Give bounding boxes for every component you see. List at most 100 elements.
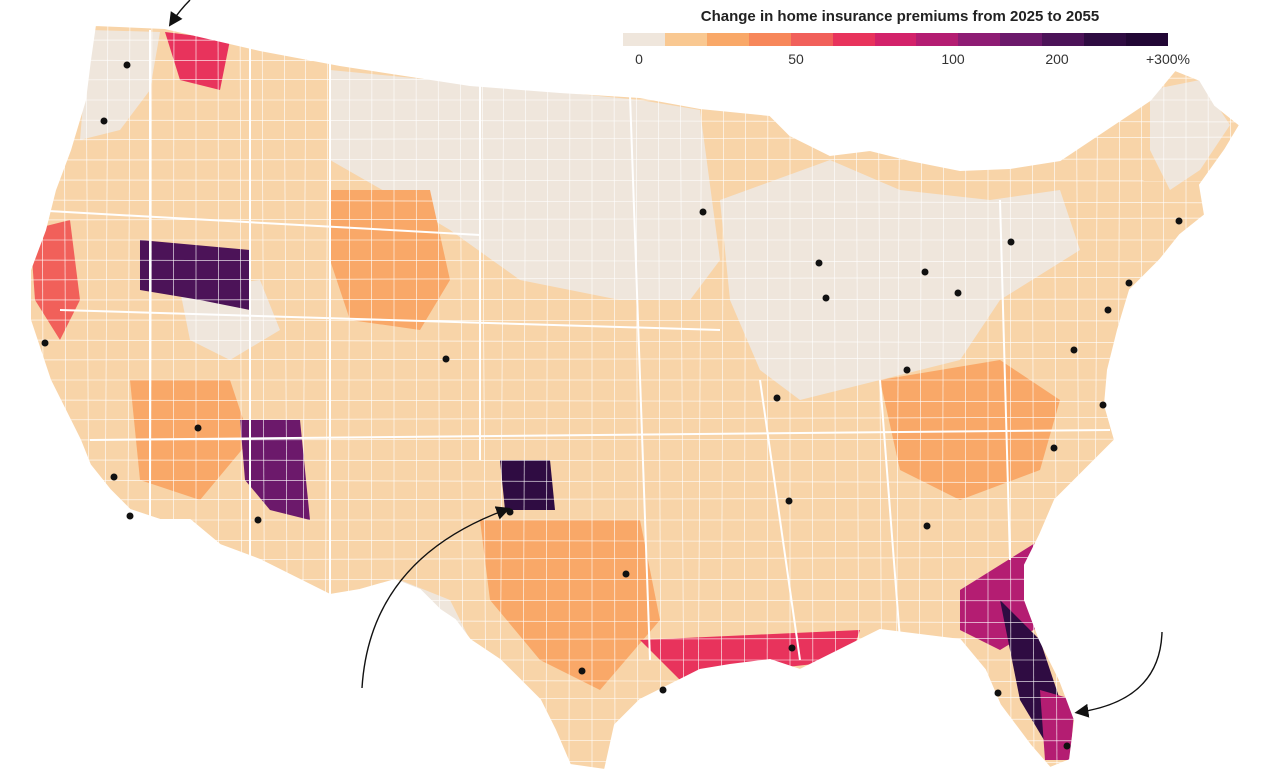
city-dot bbox=[773, 394, 781, 402]
city-dot bbox=[1104, 306, 1112, 314]
city-dot bbox=[578, 667, 586, 675]
county-line bbox=[522, 25, 527, 770]
county-line bbox=[499, 25, 505, 770]
arrow-florida bbox=[1074, 631, 1163, 718]
legend-swatch bbox=[790, 33, 833, 46]
city-dot bbox=[785, 497, 793, 505]
county-line bbox=[1229, 25, 1233, 770]
county-line bbox=[657, 25, 662, 770]
county-group-appalachia bbox=[880, 360, 1060, 500]
county-line bbox=[545, 25, 549, 770]
city-dot bbox=[622, 570, 630, 578]
legend-swatch bbox=[832, 33, 875, 46]
city-dot bbox=[1125, 279, 1133, 287]
county-line bbox=[1116, 25, 1121, 770]
county-line bbox=[41, 25, 45, 770]
county-group-gulf-coast bbox=[640, 630, 860, 680]
city-dot bbox=[1050, 444, 1058, 452]
county-line bbox=[30, 179, 1240, 182]
city-dot bbox=[923, 522, 931, 530]
county-line bbox=[568, 25, 571, 770]
county-group-great-basin-hot bbox=[140, 240, 250, 310]
county-line bbox=[30, 497, 1240, 501]
city-markers bbox=[41, 61, 1183, 750]
legend-tick-0: 0 bbox=[635, 51, 643, 67]
city-dot bbox=[194, 424, 202, 432]
county-line bbox=[30, 259, 1240, 263]
county-line bbox=[697, 25, 703, 770]
legend-swatch bbox=[623, 33, 665, 46]
county-line bbox=[30, 459, 1240, 462]
legend-tick-300: +300% bbox=[1146, 51, 1190, 67]
city-dot bbox=[1007, 238, 1015, 246]
city-dot bbox=[659, 686, 667, 694]
legend-tick-200: 200 bbox=[1045, 51, 1069, 67]
legend-swatch bbox=[748, 33, 791, 46]
legend-tick-100: 100 bbox=[941, 51, 965, 67]
city-dot bbox=[788, 644, 796, 652]
county-line bbox=[30, 416, 1240, 421]
county-group-new-england bbox=[1150, 80, 1230, 190]
county-group-northern-rockies bbox=[165, 32, 230, 90]
legend-tick-50: 50 bbox=[788, 51, 804, 67]
county-line bbox=[635, 25, 639, 770]
state-boundaries bbox=[30, 30, 1111, 661]
legend-swatch bbox=[916, 33, 959, 46]
city-dot bbox=[123, 61, 131, 69]
county-line bbox=[679, 25, 685, 770]
county-line bbox=[30, 339, 1240, 344]
county-line bbox=[30, 298, 1240, 301]
legend-swatch bbox=[958, 33, 1001, 46]
city-dot bbox=[254, 516, 262, 524]
legend-swatch bbox=[1000, 33, 1043, 46]
county-line bbox=[30, 199, 1240, 204]
county-group-pacific-northwest bbox=[80, 30, 160, 140]
county-line bbox=[30, 276, 1240, 281]
county-line bbox=[30, 479, 1240, 484]
city-dot bbox=[41, 339, 49, 347]
county-line bbox=[30, 438, 1240, 441]
city-dot bbox=[100, 117, 108, 125]
county-line bbox=[30, 759, 1240, 764]
city-dot bbox=[442, 355, 450, 363]
legend-swatch bbox=[664, 33, 707, 46]
annotation-arrows bbox=[168, 0, 1163, 718]
county-line bbox=[30, 357, 1240, 361]
legend-swatch bbox=[1084, 33, 1127, 46]
legend-title: Change in home insurance premiums from 2… bbox=[700, 8, 1100, 25]
county-line bbox=[720, 25, 725, 770]
city-dot bbox=[506, 508, 514, 516]
legend-swatch bbox=[874, 33, 917, 46]
county-line bbox=[1252, 0, 1255, 773]
legend-swatch bbox=[1042, 33, 1085, 46]
city-dot bbox=[994, 689, 1002, 697]
county-group-oklahoma-panhandle bbox=[500, 460, 555, 510]
county-line bbox=[766, 25, 769, 770]
city-dot bbox=[699, 208, 707, 216]
arrow-pacific-northwest bbox=[168, 0, 191, 27]
city-dot bbox=[126, 512, 134, 520]
county-line bbox=[613, 25, 616, 770]
city-dot bbox=[815, 259, 823, 267]
county-line bbox=[30, 399, 1240, 403]
city-dot bbox=[954, 289, 962, 297]
county-group-midwest bbox=[720, 160, 1080, 400]
city-dot bbox=[1063, 742, 1071, 750]
arrow-oklahoma bbox=[361, 506, 511, 689]
county-line bbox=[20, 0, 21, 773]
city-dot bbox=[1070, 346, 1078, 354]
legend-swatch bbox=[1126, 33, 1168, 46]
city-dot bbox=[822, 294, 830, 302]
city-dot bbox=[921, 268, 929, 276]
city-dot bbox=[903, 366, 911, 374]
city-dot bbox=[110, 473, 118, 481]
county-group-south-florida bbox=[1040, 690, 1075, 760]
city-dot bbox=[1175, 217, 1183, 225]
county-line bbox=[743, 25, 747, 770]
county-group-colorado-desert bbox=[240, 420, 310, 520]
county-line bbox=[30, 739, 1240, 742]
county-group-mountain-west bbox=[330, 190, 450, 330]
